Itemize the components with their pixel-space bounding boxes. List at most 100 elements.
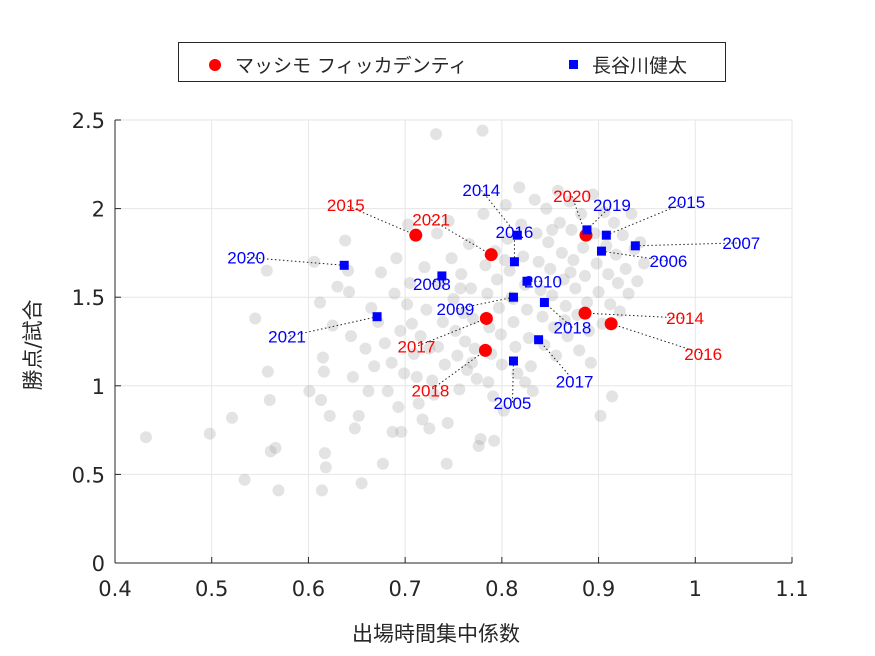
background-point (365, 301, 378, 314)
background-point (465, 356, 478, 369)
background-point (261, 365, 274, 378)
background-point (503, 264, 516, 277)
background-point (203, 427, 216, 440)
background-point (606, 390, 619, 403)
point-label: 2010 (524, 272, 562, 291)
background-point (403, 277, 416, 290)
background-point (315, 484, 328, 497)
red-circle-point (409, 228, 423, 242)
background-point (263, 393, 276, 406)
x-tick-label: 1.1 (775, 577, 808, 601)
x-tick-label: 0.7 (388, 577, 421, 601)
blue-square-point (534, 335, 544, 345)
background-point (376, 457, 389, 470)
background-point (524, 360, 537, 373)
background-point (407, 347, 420, 360)
background-point (451, 349, 464, 362)
background-point (631, 275, 644, 288)
background-point (563, 195, 576, 208)
background-point (507, 316, 520, 329)
background-point (557, 273, 570, 286)
point-label: 2018 (553, 319, 591, 338)
point-label: 2015 (667, 193, 705, 212)
background-point (385, 356, 398, 369)
background-point (459, 335, 472, 348)
blue-square-marker-icon (569, 60, 578, 69)
background-point (534, 284, 547, 297)
red-circle-point (478, 343, 492, 357)
background-point (431, 227, 444, 240)
x-tick-label: 0.4 (98, 577, 131, 601)
x-tick-label: 0.9 (582, 577, 615, 601)
tick-labels: 0.4 0.5 0.6 0.7 0.8 0.9 1 1.1 0 0.5 1 1.5 2 2.5 (72, 109, 809, 601)
y-tick-label: 2 (92, 198, 105, 222)
background-point (314, 296, 327, 309)
background-point (303, 385, 316, 398)
background-point (416, 413, 429, 426)
y-tick-label: 2.5 (72, 109, 105, 133)
background-point (532, 255, 545, 268)
blue-square-point (339, 260, 349, 270)
background-point (315, 393, 328, 406)
background-point (499, 199, 512, 212)
red-circle-marker-icon (209, 58, 221, 71)
point-label: 2021 (412, 211, 450, 230)
background-point (540, 202, 553, 215)
background-point (462, 238, 475, 251)
background-point (398, 367, 411, 380)
blue-square-point (437, 271, 447, 281)
label-leader-lines (246, 189, 742, 404)
background-point (238, 473, 251, 486)
leader-line (606, 201, 687, 236)
x-tick-label: 0.5 (195, 577, 228, 601)
background-point (564, 266, 577, 279)
background-point (445, 252, 458, 265)
point-label: 2018 (412, 381, 450, 400)
point-labels: 2015 2021 2017 2018 2020 2014 2016 2020 2008 2021… (227, 181, 760, 413)
background-point (565, 223, 578, 236)
point-label: 2020 (553, 187, 591, 206)
background-point (602, 268, 615, 281)
background-point (317, 365, 330, 378)
background-point (323, 409, 336, 422)
background-point (573, 344, 586, 357)
point-label: 2006 (650, 252, 688, 271)
background-point (260, 264, 273, 277)
background-point (487, 390, 500, 403)
background-point (613, 305, 626, 318)
background-point (401, 298, 414, 311)
background-point (405, 317, 418, 330)
background-point (249, 312, 262, 325)
background-point (440, 457, 453, 470)
background-point (491, 273, 504, 286)
point-label: 2014 (462, 181, 500, 200)
background-point (579, 269, 592, 282)
legend-item-hasegawa: 長谷川健太 (569, 51, 687, 78)
background-point (395, 425, 408, 438)
background-point (272, 484, 285, 497)
background-point (470, 372, 483, 385)
background-point (592, 285, 605, 298)
background-point (521, 303, 534, 316)
background-point (316, 351, 329, 364)
background-point (426, 374, 439, 387)
background-point (339, 234, 352, 247)
background-point (604, 298, 617, 311)
background-point (509, 340, 522, 353)
background-point (457, 307, 470, 320)
background-point (343, 285, 356, 298)
legend: マッシモ フィッカデンティ 長谷川健太 (178, 42, 726, 82)
point-label: 2014 (666, 309, 704, 328)
background-point (269, 441, 282, 454)
leader-line (480, 189, 518, 236)
background-point (575, 207, 588, 220)
background-point (226, 411, 239, 424)
background-point (609, 248, 622, 261)
background-point (616, 229, 629, 242)
background-point (495, 358, 508, 371)
background-point (319, 461, 332, 474)
point-label: 2021 (268, 328, 306, 347)
background-point (577, 241, 590, 254)
background-point (414, 330, 427, 343)
background-point (346, 370, 359, 383)
